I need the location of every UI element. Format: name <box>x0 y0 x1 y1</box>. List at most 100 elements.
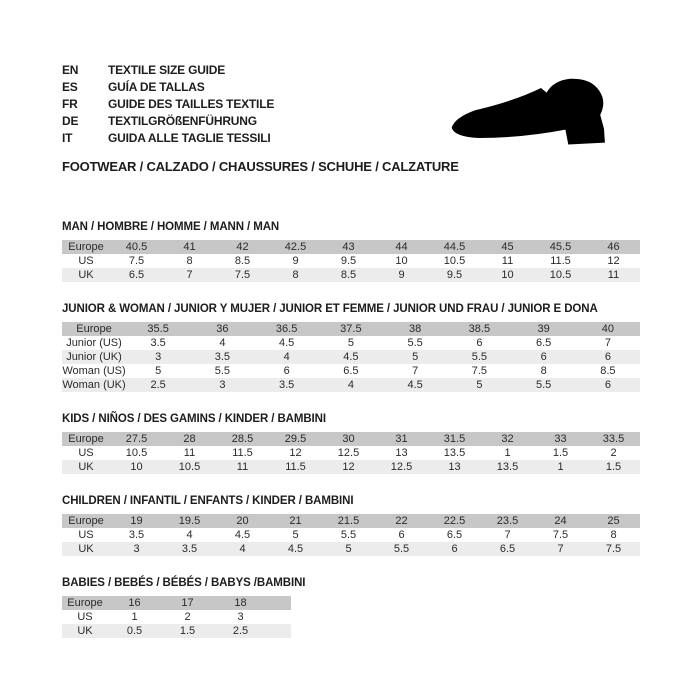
size-cell: 40 <box>601 323 614 335</box>
size-cell: 36 <box>216 323 229 335</box>
size-cell: 2.5 <box>232 625 249 637</box>
size-cell: 3.5 <box>214 351 231 363</box>
size-cell: 3.5 <box>150 337 166 349</box>
size-cell: 13.5 <box>443 447 466 459</box>
size-cell: 4 <box>219 337 226 349</box>
row-label: Europe <box>67 597 103 609</box>
size-cell: 6 <box>476 337 483 349</box>
row-label: UK <box>77 625 93 637</box>
size-cell: 11.5 <box>285 461 306 473</box>
size-cell: 6 <box>540 351 547 363</box>
size-cell: 5 <box>412 351 419 363</box>
section-title: KIDS / NIÑOS / DES GAMINS / KINDER / BAM… <box>62 413 326 425</box>
size-cell: 5 <box>347 337 354 349</box>
size-cell: 1.5 <box>179 625 196 637</box>
row-label: US <box>78 447 94 459</box>
size-cell: 3.5 <box>181 543 198 555</box>
row-label: US <box>77 611 93 623</box>
language-row-de: DE TEXTILGRÖßENFÜHRUNG <box>62 112 459 129</box>
row-label: US <box>78 255 94 267</box>
size-cell: 3.5 <box>128 529 145 541</box>
size-cell: 33 <box>554 433 567 445</box>
size-cell: 4.5 <box>287 543 304 555</box>
table-row: US 10.5 11 11.5 12 12.5 13 13.5 1 1.5 2 <box>62 446 640 460</box>
size-cell: 1 <box>131 611 138 623</box>
size-cell: 7.5 <box>552 529 569 541</box>
size-cell: 22 <box>395 515 408 527</box>
size-cell: 18 <box>234 597 247 609</box>
size-cell: 1 <box>504 447 511 459</box>
footwear-heading: FOOTWEAR / CALZADO / CHAUSSURES / SCHUHE… <box>62 159 459 174</box>
size-cell: 1 <box>557 461 564 473</box>
size-cell: 43 <box>342 241 355 253</box>
size-cell: 7 <box>412 365 419 377</box>
size-cell: 4 <box>347 379 354 391</box>
spacer-cell <box>267 596 291 610</box>
table-row: UK 0.5 1.5 2.5 <box>62 624 291 638</box>
size-cell: 24 <box>554 515 567 527</box>
size-cell: 11 <box>607 269 620 281</box>
size-cell: 7 <box>504 529 511 541</box>
size-cell: 9.5 <box>340 255 357 267</box>
size-cell: 11.5 <box>550 255 571 267</box>
table-row: UK 3 3.5 4 4.5 5 5.5 6 6.5 7 7.5 <box>62 542 640 556</box>
table-row: Europe 27.5 28 28.5 29.5 30 31 31.5 32 33 33.5 <box>62 432 640 446</box>
size-table-kids: Europe 27.5 28 28.5 29.5 30 31 31.5 32 33 33.5 US 10… <box>62 432 640 474</box>
size-cell: 27.5 <box>125 433 148 445</box>
size-cell: 6.5 <box>535 337 552 349</box>
size-cell: 8 <box>186 255 193 267</box>
row-label: UK <box>78 543 94 555</box>
size-cell: 6.5 <box>343 365 359 377</box>
size-cell: 7.5 <box>605 543 622 555</box>
size-cell: 44.5 <box>443 241 466 253</box>
size-cell: 19.5 <box>178 515 201 527</box>
size-cell: 12.5 <box>390 461 413 473</box>
row-label: Europe <box>76 323 112 335</box>
size-cell: 44 <box>395 241 408 253</box>
size-cell: 7.5 <box>128 255 145 267</box>
size-table-junior-woman: Europe 35.5 36 36.5 37.5 38 38.5 39 40 Junior (US… <box>62 322 640 392</box>
language-code: DE <box>62 113 79 128</box>
language-code: IT <box>62 130 73 145</box>
table-row: UK 6.5 7 7.5 8 8.5 9 9.5 10 10.5 11 <box>62 268 640 282</box>
size-cell: 12 <box>289 447 302 459</box>
size-cell: 5 <box>345 543 352 555</box>
section-title: CHILDREN / INFANTIL / ENFANTS / KINDER /… <box>62 495 354 507</box>
size-cell: 41 <box>183 241 196 253</box>
size-cell: 5.5 <box>340 529 357 541</box>
size-cell: 10 <box>130 461 143 473</box>
table-row: Junior (UK) 3 3.5 4 4.5 5 5.5 6 6 <box>62 350 640 364</box>
language-label: GUIDA ALLE TAGLIE TESSILI <box>108 130 271 145</box>
size-cell: 7.5 <box>234 269 251 281</box>
language-label: GUÍA DE TALLAS <box>108 79 205 94</box>
size-cell: 7 <box>604 337 611 349</box>
size-cell: 4 <box>186 529 193 541</box>
size-cell: 6 <box>283 365 290 377</box>
table-row: US 7.5 8 8.5 9 9.5 10 10.5 11 11.5 12 <box>62 254 640 268</box>
size-cell: 5 <box>476 379 483 391</box>
size-cell: 4.5 <box>278 337 295 349</box>
size-cell: 1.5 <box>605 461 622 473</box>
size-cell: 5.5 <box>393 543 410 555</box>
size-cell: 13.5 <box>496 461 519 473</box>
size-cell: 11 <box>501 255 514 267</box>
size-table-man: Europe 40.5 41 42 42.5 43 44 44.5 45 45.5 46 US 7.5 8… <box>62 240 640 282</box>
size-section-kids: KIDS / NIÑOS / DES GAMINS / KINDER / BAM… <box>62 413 640 474</box>
row-label: Junior (UK) <box>66 351 122 363</box>
size-cell: 7 <box>557 543 564 555</box>
size-cell: 3 <box>237 611 244 623</box>
row-label: UK <box>78 461 94 473</box>
size-cell: 16 <box>128 597 141 609</box>
size-section-man: MAN / HOMBRE / HOMME / MANN / MAN Europe 4… <box>62 221 640 282</box>
row-label: US <box>78 529 94 541</box>
size-cell: 42 <box>236 241 249 253</box>
table-row: Woman (US) 5 5.5 6 6.5 7 7.5 8 8.5 <box>62 364 640 378</box>
size-cell: 6 <box>398 529 405 541</box>
language-code: EN <box>62 62 79 77</box>
size-cell: 29.5 <box>284 433 307 445</box>
size-cell: 21 <box>289 515 302 527</box>
size-table-children: Europe 19 19.5 20 21 21.5 22 22.5 23.5 24 25 US 3.5 4… <box>62 514 640 556</box>
size-cell: 10.5 <box>178 461 201 473</box>
language-title-list: EN TEXTILE SIZE GUIDE ES GUÍA DE TALLAS FR GU… <box>62 61 459 146</box>
